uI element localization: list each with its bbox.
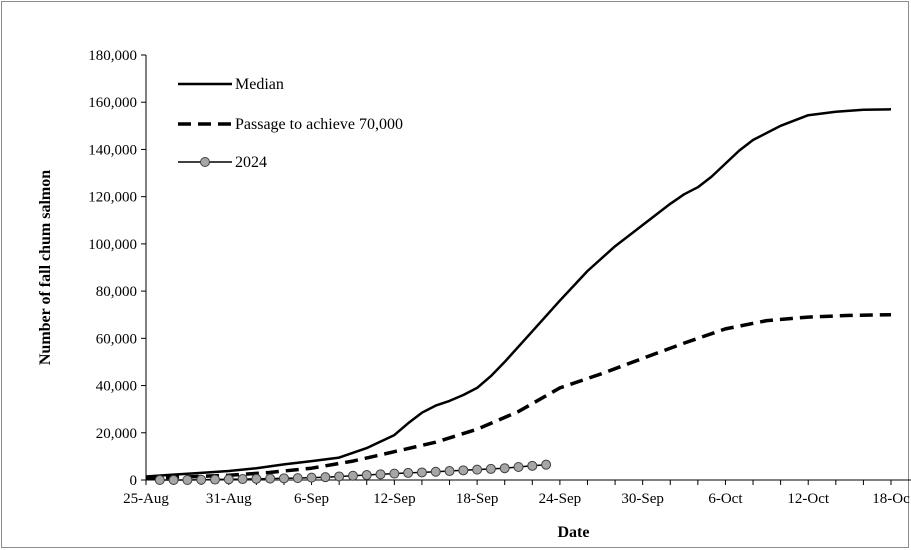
- series-2024-point: [500, 464, 509, 473]
- series-2024-point: [459, 466, 468, 475]
- x-tick-label: 24-Sep: [539, 491, 582, 507]
- x-tick-label: 6-Sep: [294, 491, 329, 507]
- series-2024-point: [169, 476, 178, 485]
- y-tick-label: 40,000: [96, 379, 137, 395]
- x-tick-label: 12-Sep: [373, 491, 416, 507]
- series-line-1: [146, 315, 891, 479]
- x-tick-label: 12-Oct: [787, 491, 829, 507]
- y-tick-label: 20,000: [96, 426, 137, 442]
- series-2024-point: [417, 468, 426, 477]
- series-2024-point: [528, 461, 537, 470]
- series-2024-point: [335, 472, 344, 481]
- series-2024-point: [321, 473, 330, 482]
- series-2024-point: [155, 476, 164, 485]
- x-tick-label: 30-Sep: [621, 491, 664, 507]
- x-tick-label: 31-Aug: [206, 491, 252, 507]
- legend-label: Median: [235, 76, 284, 93]
- y-tick-label: 140,000: [88, 142, 137, 158]
- series-2024-point: [431, 467, 440, 476]
- legend-marker: [201, 158, 210, 167]
- series-2024-point: [404, 468, 413, 477]
- series-2024-point: [279, 474, 288, 483]
- y-tick-label: 180,000: [88, 48, 137, 64]
- series-2024-point: [473, 465, 482, 474]
- series-2024-point: [266, 474, 275, 483]
- series-2024-point: [183, 476, 192, 485]
- series-2024-point: [224, 475, 233, 484]
- y-tick-label: 160,000: [88, 95, 137, 111]
- legend-label: Passage to achieve 70,000: [235, 116, 403, 133]
- x-tick-label: 6-Oct: [708, 491, 743, 507]
- x-axis-title: Date: [558, 524, 590, 541]
- series-2024-point: [348, 471, 357, 480]
- y-tick-label: 100,000: [88, 237, 137, 253]
- y-tick-label: 0: [130, 473, 138, 489]
- y-tick-label: 120,000: [88, 190, 137, 206]
- series-2024-point: [445, 467, 454, 476]
- series-2024-point: [362, 471, 371, 480]
- legend-label: 2024: [235, 154, 267, 171]
- series-2024-point: [238, 475, 247, 484]
- series-2024-point: [307, 473, 316, 482]
- series-2024-point: [390, 469, 399, 478]
- series-2024-point: [293, 474, 302, 483]
- x-tick-label: 18-Sep: [456, 491, 499, 507]
- y-tick-label: 60,000: [96, 331, 137, 347]
- y-axis-title: Number of fall chum salmon: [37, 170, 54, 365]
- x-tick-label: 18-Oc: [872, 491, 910, 507]
- series-2024-point: [376, 470, 385, 479]
- series-2024-point: [252, 474, 261, 483]
- series-2024-point: [542, 460, 551, 469]
- series-2024-point: [210, 475, 219, 484]
- series-2024-point: [486, 464, 495, 473]
- series-2024-point: [514, 463, 523, 472]
- series-2024-point: [197, 475, 206, 484]
- y-tick-label: 80,000: [96, 284, 137, 300]
- x-tick-label: 25-Aug: [123, 491, 169, 507]
